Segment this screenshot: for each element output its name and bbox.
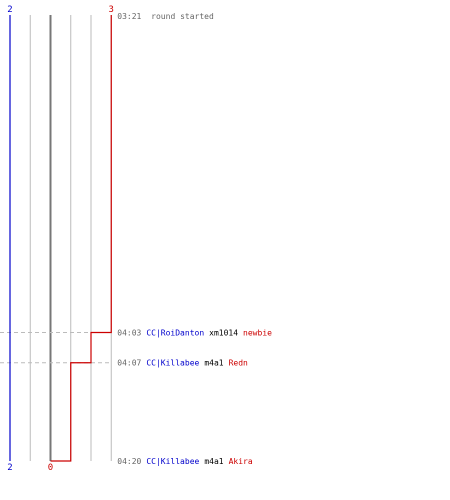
kill-events: 04:03 CC|RoiDanton xm1014 newbie 04:07 CC|Kil… [117,328,272,466]
event-killer: CC|RoiDanton [146,328,204,337]
event-time: 04:03 [117,328,141,337]
event-time: 04:07 [117,359,141,368]
kill-event-label: 04:03 CC|RoiDanton xm1014 newbie [117,328,272,337]
blue-top-tick-label: 2 [7,5,12,15]
round-start-time: 03:21 [117,12,141,21]
event-weapon: xm1014 [209,328,238,337]
kill-event-label: 04:20 CC|Killabee m4a1 Akira [117,457,253,466]
event-victim: newbie [243,328,272,337]
event-victim: Akira [229,457,253,466]
event-killer: CC|Killabee [146,359,199,368]
event-weapon: m4a1 [204,359,223,368]
event-weapon: m4a1 [204,457,223,466]
event-time: 04:20 [117,457,141,466]
blue-bottom-tick-label: 2 [7,463,12,473]
round-start-label: 03:21 round started [117,12,214,21]
kill-event-label: 04:07 CC|Killabee m4a1 Redn [117,359,248,368]
round-start-text: round started [151,12,214,21]
red-top-tick-label: 3 [109,5,114,15]
grid [0,15,112,461]
event-victim: Redn [229,359,248,368]
red-bottom-tick-label: 0 [48,463,53,473]
red-team-line [50,15,112,462]
series-lines [9,15,112,462]
event-killer: CC|Killabee [146,457,199,466]
